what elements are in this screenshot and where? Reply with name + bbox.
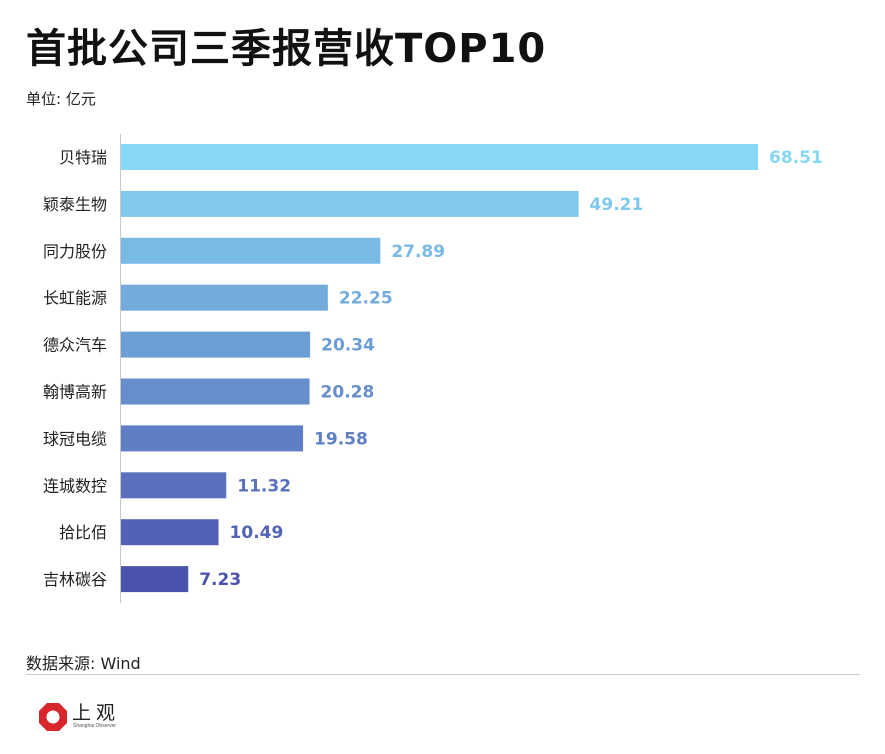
category-label: 德众汽车 [43,336,107,355]
value-label: 22.25 [339,289,393,309]
bar [121,331,311,358]
category-label: 长虹能源 [43,289,107,308]
category-label: 吉林碳谷 [43,570,107,589]
value-label: 20.34 [321,336,375,356]
unit-label: 单位: 亿元 [26,90,96,108]
bar [121,472,227,499]
value-label: 27.89 [391,242,445,262]
value-label: 10.49 [230,523,284,543]
bar [121,284,328,311]
value-label: 20.28 [321,383,375,403]
brand-name: 上观 [72,702,121,724]
bar [121,237,381,264]
category-label: 贝特瑞 [59,148,107,167]
value-label: 68.51 [769,148,823,168]
value-label: 11.32 [237,476,291,496]
brand-logo-icon [39,703,67,731]
value-label: 7.23 [199,570,241,590]
chart-title: 首批公司三季报营收TOP10 [26,26,547,72]
bar [121,425,304,452]
category-label: 同力股份 [43,242,107,261]
bar [121,190,579,217]
brand-subtitle: Shanghai Observer [73,723,117,729]
category-label: 连城数控 [43,476,107,495]
bar-chart: 贝特瑞 68.51 颖泰生物 49.21 同力股份 27.89 长虹能源 22.25 德众汽车 2… [43,134,823,603]
source-note: 数据来源: Wind [26,654,141,673]
value-label: 49.21 [590,195,644,215]
footer-divider [26,674,860,675]
bar [121,566,189,593]
bar [121,519,219,546]
category-label: 颖泰生物 [43,195,107,214]
category-label: 拾比佰 [59,523,107,542]
value-label: 19.58 [314,429,368,449]
category-label: 翰博高新 [43,383,107,402]
bar [121,378,310,405]
category-label: 球冠电缆 [43,429,107,448]
bars-group: 贝特瑞 68.51 颖泰生物 49.21 同力股份 27.89 长虹能源 22.25 德众汽车 2… [43,144,823,593]
bar [121,144,758,170]
